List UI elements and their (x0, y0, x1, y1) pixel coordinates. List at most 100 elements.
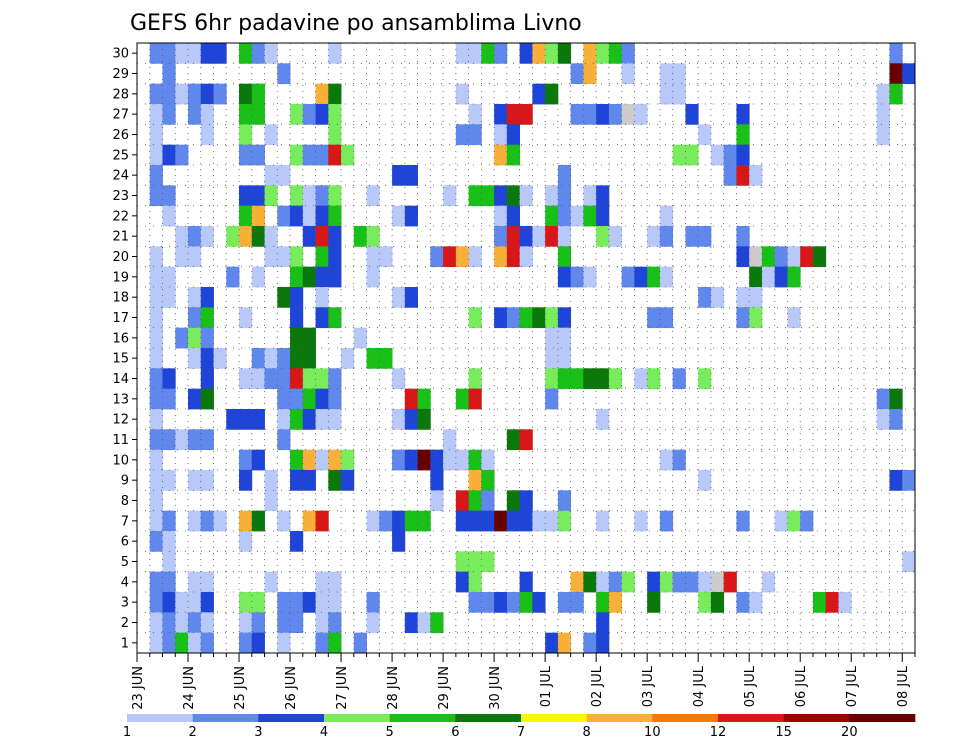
heatmap-cell (149, 409, 163, 430)
heatmap-cell (149, 124, 163, 146)
heatmap-cell (889, 409, 903, 430)
heatmap-cell (264, 470, 278, 491)
heatmap-cell (430, 470, 444, 491)
heatmap-cell (353, 226, 367, 247)
heatmap-cell (545, 368, 559, 390)
heatmap-cell (251, 449, 265, 471)
heatmap-cell (800, 246, 814, 268)
heatmap-cell (302, 510, 316, 532)
heatmap-cell (710, 592, 725, 613)
heatmap-cell (188, 429, 202, 451)
heatmap-cell (519, 510, 533, 532)
heatmap-cell (468, 104, 482, 125)
heatmap-cell (149, 368, 163, 390)
heatmap-cell (175, 43, 189, 64)
heatmap-cell (328, 124, 342, 146)
x-tick-label: 26 JUN (284, 666, 299, 710)
heatmap-cell (557, 490, 572, 512)
heatmap-cell (200, 571, 214, 593)
heatmap-cell (392, 368, 406, 390)
heatmap-cell (162, 510, 176, 532)
heatmap-cell (264, 165, 278, 186)
heatmap-cell (570, 592, 584, 613)
heatmap-cell (149, 571, 163, 593)
heatmap-cell (175, 592, 189, 613)
heatmap-cell (672, 144, 686, 166)
heatmap-cell (366, 612, 380, 634)
heatmap-cell (290, 612, 304, 634)
x-tick-label: 07 JUL (845, 665, 860, 707)
heatmap-cell (162, 287, 176, 308)
heatmap-cell (162, 63, 176, 85)
heatmap-cell (290, 592, 304, 613)
heatmap-cell (188, 612, 202, 634)
heatmap-cell (353, 632, 367, 654)
heatmap-cell (902, 63, 916, 85)
heatmap-cell (251, 368, 265, 390)
heatmap-cell (277, 510, 291, 532)
heatmap-cell (188, 83, 202, 105)
heatmap-cell (519, 592, 533, 613)
heatmap-cells (149, 43, 916, 654)
heatmap-cell (200, 307, 214, 329)
heatmap-cell (302, 592, 316, 613)
heatmap-cell (239, 449, 253, 471)
heatmap-cell (621, 104, 635, 125)
heatmap-cell (774, 510, 788, 532)
legend-label: 7 (517, 725, 525, 740)
heatmap-cell (557, 165, 572, 186)
heatmap-cell (545, 226, 559, 247)
heatmap-cell (162, 144, 176, 166)
y-tick-label: 10 (112, 453, 129, 468)
heatmap-cell (162, 205, 176, 227)
heatmap-cell (494, 205, 508, 227)
heatmap-cell (328, 246, 342, 268)
heatmap-cell (239, 531, 253, 552)
heatmap-cell (213, 83, 227, 105)
heatmap-cell (570, 571, 584, 593)
heatmap-cell (876, 124, 890, 146)
y-tick-label: 7 (121, 514, 129, 529)
heatmap-cell (698, 287, 712, 308)
heatmap-cell (149, 632, 163, 654)
heatmap-cell (315, 83, 329, 105)
heatmap-cell (596, 571, 610, 593)
heatmap-cell (787, 510, 801, 532)
heatmap-cell (162, 531, 176, 552)
heatmap-cell (328, 185, 342, 207)
heatmap-cell (264, 43, 278, 64)
heatmap-cell (608, 571, 623, 593)
heatmap-cell (239, 205, 253, 227)
heatmap-cell (239, 368, 253, 390)
heatmap-cell (557, 348, 572, 369)
heatmap-cell (698, 592, 712, 613)
heatmap-cell (545, 83, 559, 105)
y-tick-label: 30 (112, 47, 129, 62)
heatmap-cell (519, 226, 533, 247)
heatmap-cell (557, 266, 572, 288)
heatmap-cell (200, 429, 214, 451)
heatmap-cell (608, 43, 623, 64)
heatmap-cell (583, 43, 597, 64)
heatmap-cell (596, 43, 610, 64)
legend-label: 6 (451, 725, 459, 740)
heatmap-cell (200, 632, 214, 654)
heatmap-cell (200, 83, 214, 105)
heatmap-cell (634, 510, 648, 532)
heatmap-cell (264, 348, 278, 369)
heatmap-cell (468, 246, 482, 268)
heatmap-cell (200, 368, 214, 390)
heatmap-cell (162, 551, 176, 573)
heatmap-cell (557, 592, 572, 613)
heatmap-cell (825, 592, 839, 613)
heatmap-cell (200, 612, 214, 634)
heatmap-cell (315, 592, 329, 613)
heatmap-cell (149, 449, 163, 471)
y-tick-label: 21 (112, 230, 129, 245)
heatmap-cell (647, 307, 661, 329)
heatmap-cell (902, 470, 916, 491)
heatmap-cell (239, 226, 253, 247)
heatmap-cell (175, 429, 189, 451)
heatmap-cell (277, 429, 291, 451)
